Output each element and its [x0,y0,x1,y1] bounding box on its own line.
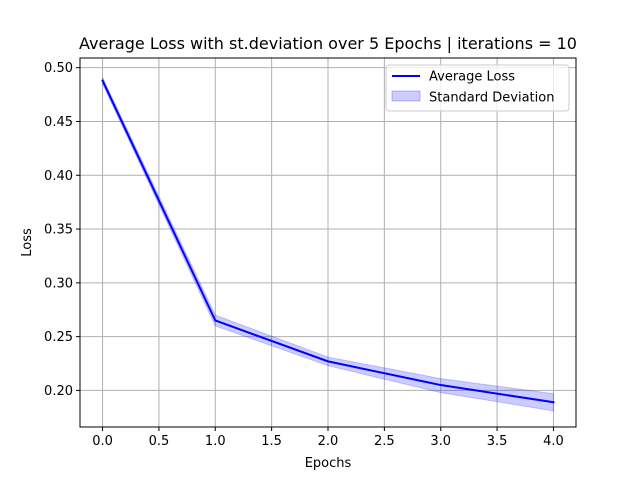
x-tick-label: 1.0 [205,434,226,449]
x-tick-label: 4.0 [543,434,564,449]
y-tick-label: 0.25 [44,330,73,345]
x-tick-label: 2.0 [318,434,339,449]
y-tick-label: 0.50 [44,61,73,76]
y-tick-label: 0.45 [44,115,73,130]
grid [80,58,576,427]
x-tick-label: 0.0 [92,434,113,449]
legend-box [385,64,570,112]
average-loss-layer [101,79,555,404]
legend-band-swatch [391,90,421,102]
y-tick-label: 0.40 [44,169,73,184]
x-tick-label: 3.5 [487,434,508,449]
y-axis-title: Loss [20,228,35,257]
x-axis-ticks: 0.0 0.5 1.0 1.5 2.0 2.5 3.0 3.5 4.0 [92,427,564,449]
legend-label-standard-deviation: Standard Deviation [429,91,554,106]
x-tick-label: 1.5 [261,434,282,449]
y-axis-ticks: 0.20 0.25 0.30 0.35 0.40 0.45 0.50 [44,61,80,399]
x-tick-label: 0.5 [149,434,170,449]
y-tick-label: 0.30 [44,276,73,291]
legend-label-average-loss: Average Loss [429,70,515,85]
average-loss-line [101,79,555,404]
y-tick-label: 0.35 [44,223,73,238]
legend: Average Loss Standard Deviation [385,64,570,112]
x-axis-title: Epochs [305,456,352,471]
std-deviation-band [102,77,554,412]
x-tick-label: 3.0 [430,434,451,449]
y-tick-label: 0.20 [44,384,73,399]
std-band-layer [102,77,554,412]
chart-title: Average Loss with st.deviation over 5 Ep… [79,34,577,53]
x-tick-label: 2.5 [374,434,395,449]
